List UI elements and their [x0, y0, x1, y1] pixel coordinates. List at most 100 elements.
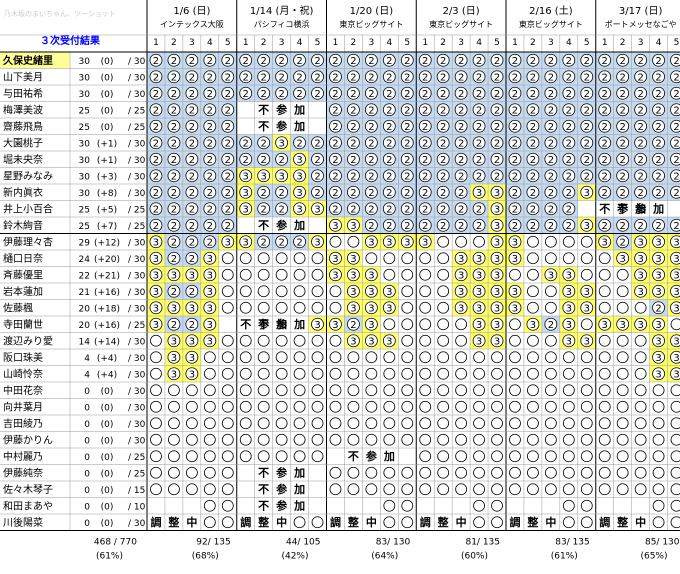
cell-circle — [634, 251, 648, 265]
member-name: 山下美月 — [3, 71, 43, 84]
cell-count: 2 — [260, 155, 266, 166]
cell-empty — [670, 384, 680, 397]
cell-circle — [544, 169, 558, 183]
cell-count: 2 — [512, 155, 518, 166]
cell-empty — [527, 466, 539, 479]
cell-circle — [634, 317, 648, 331]
cell-empty — [491, 433, 503, 446]
fusanka-mark: 参 — [617, 202, 629, 216]
cell-circle — [203, 70, 217, 84]
cell-circle — [329, 152, 342, 166]
cell-count: 2 — [225, 56, 231, 67]
cell-empty — [239, 417, 252, 430]
cell-circle — [275, 53, 289, 67]
cell-circle — [329, 202, 342, 216]
cell-count: 2 — [350, 105, 356, 116]
cell-empty — [598, 285, 611, 298]
cell-empty — [311, 417, 324, 430]
cell-empty — [293, 285, 306, 298]
cell-empty — [455, 384, 468, 397]
chousei-mark: 中 — [635, 515, 646, 529]
cell-circle — [616, 185, 630, 199]
cell-circle — [634, 53, 648, 67]
cell-circle — [382, 119, 396, 133]
cell-circle — [149, 284, 163, 298]
total-value: 81/ 135 — [465, 538, 500, 548]
cell-count: 3 — [566, 336, 572, 347]
cell-count: 2 — [476, 171, 482, 182]
cell-empty — [257, 334, 270, 347]
cell-count: 2 — [153, 122, 159, 133]
cell-count: 2 — [225, 188, 231, 199]
cell-count: 3 — [171, 369, 177, 380]
fusanka-mark: 不 — [258, 500, 269, 513]
cell-circle — [329, 70, 342, 84]
cell-circle — [293, 235, 306, 249]
member-name: 山崎怜奈 — [3, 368, 43, 381]
cell-circle — [490, 284, 504, 298]
member-plus: (+12) — [94, 239, 120, 249]
cell-circle — [436, 86, 450, 100]
cell-count: 2 — [207, 237, 213, 248]
cell-circle — [221, 136, 235, 150]
cell-circle — [347, 86, 360, 100]
fusanka-mark: 不 — [258, 120, 269, 133]
cell-empty — [221, 433, 234, 446]
member-name: 寺田蘭世 — [3, 318, 43, 331]
cell-circle — [454, 301, 468, 315]
cell-empty — [365, 351, 378, 364]
cell-circle — [364, 317, 378, 331]
cell-count: 2 — [619, 155, 625, 166]
cell-count: 3 — [207, 270, 213, 281]
cell-circle — [149, 251, 163, 265]
fusanka-mark: 参 — [276, 218, 288, 232]
cell-empty — [401, 318, 414, 331]
cell-circle — [149, 301, 163, 315]
cell-count: 3 — [494, 254, 500, 265]
cell-count: 2 — [476, 72, 482, 83]
cell-empty — [670, 450, 680, 463]
cell-empty — [670, 483, 680, 496]
cell-empty — [598, 450, 611, 463]
cell-circle — [167, 350, 181, 364]
cell-empty — [616, 417, 629, 430]
cell-bg — [362, 448, 381, 465]
cell-empty — [580, 499, 593, 512]
cell-bg — [272, 481, 291, 498]
cell-empty — [221, 285, 234, 298]
member-name: 岩本蓮加 — [3, 285, 43, 298]
cell-circle — [652, 284, 665, 298]
cell-count: 2 — [332, 89, 338, 100]
cell-empty — [544, 466, 557, 479]
cell-count: 3 — [476, 336, 482, 347]
cell-circle — [580, 53, 594, 67]
member-total: / 30 — [128, 519, 146, 529]
cell-circle — [167, 251, 181, 265]
cell-circle — [652, 53, 665, 67]
cell-bg — [362, 497, 381, 514]
cell-count: 2 — [602, 188, 608, 199]
cell-bg — [667, 200, 680, 217]
fusanka-mark: 加 — [293, 317, 305, 331]
cell-count: 2 — [243, 56, 249, 67]
member-name: 川後陽菜 — [3, 516, 43, 529]
cell-circle — [652, 268, 665, 282]
cell-count: 2 — [278, 72, 284, 83]
cell-empty — [221, 268, 234, 281]
cell-circle — [670, 218, 680, 232]
cell-empty — [562, 483, 575, 496]
cell-count: 2 — [512, 122, 518, 133]
cell-count: 3 — [673, 369, 679, 380]
total-value: 468 / 770 — [94, 538, 137, 548]
cell-empty — [275, 450, 288, 463]
member-plus: (+16) — [94, 321, 120, 331]
cell-bg — [308, 217, 327, 234]
cell-count: 2 — [476, 105, 482, 116]
cell-count: 2 — [440, 105, 446, 116]
cell-circle — [652, 251, 665, 265]
cell-circle — [149, 70, 163, 84]
cell-bg — [631, 514, 650, 531]
cell-empty — [544, 433, 557, 446]
cell-circle — [329, 185, 342, 199]
fusanka-mark: 不 — [599, 203, 610, 216]
